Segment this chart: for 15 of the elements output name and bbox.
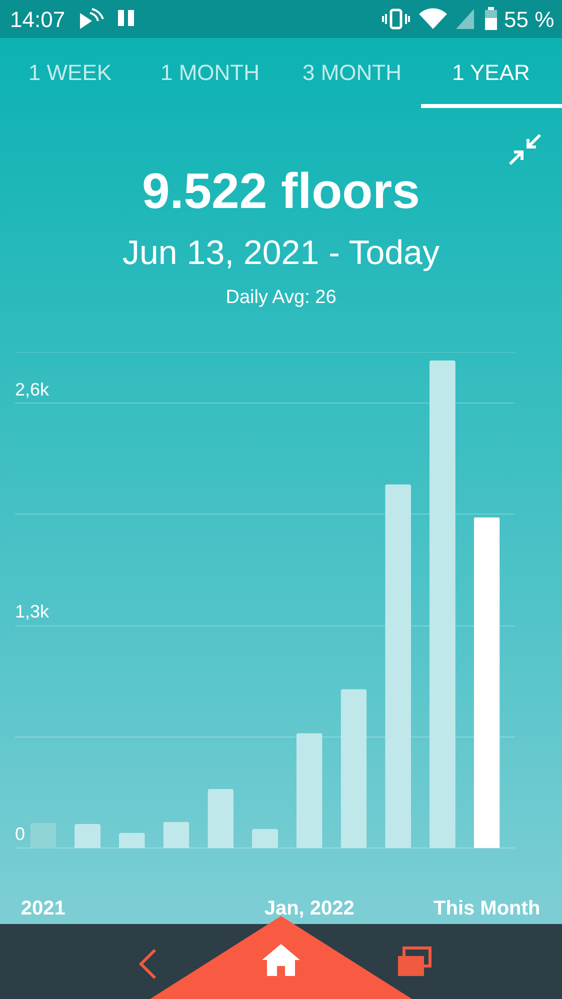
y-tick-label: 0 xyxy=(15,824,26,844)
x-tick-label: This Month xyxy=(434,898,540,920)
x-tick-label: 2021 xyxy=(20,898,66,920)
text: 1 WEEK xyxy=(27,60,113,86)
y-tick-label: 2,6k xyxy=(15,379,50,400)
y-tick-label: 1,3k xyxy=(15,602,50,622)
text: 1 MONTH xyxy=(160,60,260,86)
text: 14:07 xyxy=(10,7,66,33)
text: 55 % xyxy=(504,7,554,33)
text: 1 YEAR xyxy=(451,60,531,86)
text: Daily Avg: 26 xyxy=(224,287,338,309)
text: 3 MONTH xyxy=(302,60,402,86)
chart-title: 9.522 floors xyxy=(141,162,421,220)
x-tick-label: Jan, 2022 xyxy=(264,898,354,920)
chart-subtitle: Jun 13, 2021 - Today xyxy=(122,234,440,273)
